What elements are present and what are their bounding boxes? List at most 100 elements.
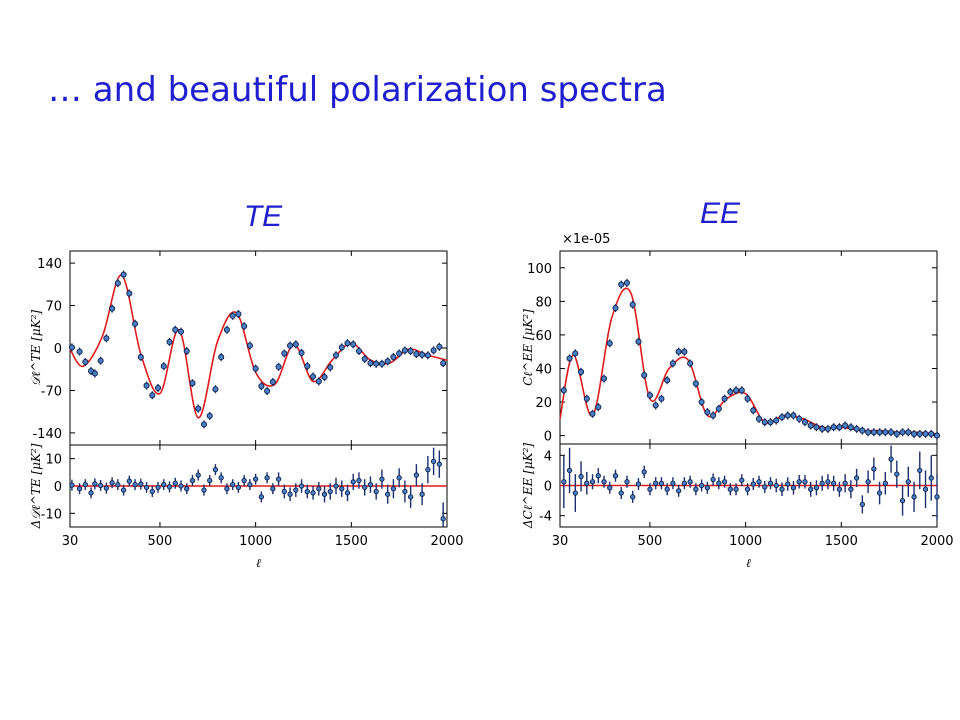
te-residual-point — [258, 494, 265, 500]
ee-x-tick-label: 1500 — [825, 534, 858, 549]
te-data-point — [246, 342, 253, 349]
te-residual-point — [201, 487, 207, 493]
te-residual-point — [218, 475, 224, 481]
ee-x-tick-label: 30 — [552, 534, 569, 549]
te-data-point — [309, 373, 317, 380]
ee-x-tick-label: 2000 — [920, 534, 953, 549]
ee-residual-point — [796, 479, 802, 485]
te-data-point — [298, 349, 305, 356]
ee-residual-point — [641, 469, 647, 475]
te-data-point — [264, 387, 271, 395]
te-data-point — [390, 354, 397, 361]
ee-data-point — [899, 429, 906, 436]
ee-data-point — [715, 405, 722, 412]
ee-data-point — [807, 422, 814, 429]
ee-data-point — [836, 424, 843, 431]
ee-data-point — [675, 348, 682, 355]
ee-residual-point — [825, 479, 831, 485]
te-residual-point — [76, 486, 83, 492]
ee-residual-point — [767, 480, 774, 486]
ee-residual-point — [865, 479, 871, 485]
te-data-point — [281, 350, 288, 357]
te-data-point — [321, 374, 328, 381]
ee-data-point — [606, 340, 613, 347]
ee-data-point — [922, 430, 929, 437]
te-data-point — [241, 323, 248, 330]
ee-x-tick-label: 1000 — [729, 534, 762, 549]
te-data-point — [68, 344, 75, 351]
te-residual-point — [166, 484, 173, 490]
ee-y-axis-label: Cℓ^EE [μK²] — [521, 309, 535, 386]
ee-data-point — [629, 301, 636, 308]
ee-data-point — [646, 392, 653, 399]
te-data-point — [223, 326, 230, 333]
ee-data-point — [721, 395, 728, 402]
te-y-tick-label: 140 — [37, 257, 62, 272]
te-y-tick-label: -140 — [32, 427, 62, 442]
ee-data-point — [882, 429, 889, 436]
ee-residual-point — [607, 485, 613, 491]
ee-data-point — [910, 430, 918, 437]
te-y-tick-label: -70 — [41, 384, 62, 399]
ee-residual-point — [802, 479, 808, 485]
ee-data-point — [933, 432, 941, 439]
te-x-tick-label: 30 — [62, 534, 79, 549]
te-data-point — [258, 383, 265, 390]
ee-residual-point — [601, 479, 607, 485]
ee-residual-point — [572, 490, 578, 496]
ee-data-point — [801, 419, 809, 426]
te-residual-point — [390, 486, 397, 492]
ee-data-point — [750, 407, 757, 414]
te-residual-point — [321, 491, 328, 497]
ee-residual-point — [584, 480, 590, 486]
te-residual-point — [92, 481, 98, 487]
te-residual-point — [126, 478, 132, 484]
ee-residual-point — [853, 475, 860, 481]
te-data-point — [287, 342, 294, 349]
te-residual-point — [120, 487, 127, 493]
te-residual-point — [396, 475, 402, 481]
te-data-point — [413, 351, 420, 358]
ee-data-point — [755, 415, 763, 422]
te-residual-point — [413, 472, 420, 478]
ee-data-point — [664, 377, 671, 384]
ee-data-point — [635, 338, 642, 345]
te-data-point — [91, 370, 98, 377]
te-data-point — [200, 421, 208, 428]
ee-y-tick-label: 40 — [535, 362, 552, 377]
ee-data-point — [710, 412, 717, 419]
ee-residual-point — [831, 480, 837, 486]
ee-y-tick-label: 100 — [527, 262, 552, 277]
te-data-point — [189, 380, 196, 387]
te-data-point — [212, 386, 219, 393]
ee-y-tick-label: 80 — [535, 295, 552, 310]
ee-residual-point — [911, 494, 917, 500]
te-data-point — [235, 310, 242, 318]
ee-residual-point — [819, 480, 825, 486]
ee-residual-y-tick-label: 4 — [544, 449, 552, 464]
ee-data-point — [796, 415, 803, 422]
ee-residual-point — [704, 485, 711, 491]
ee-data-point — [813, 424, 820, 431]
te-residual-point — [115, 481, 121, 488]
te-data-point — [177, 328, 185, 335]
ee-data-point — [658, 395, 665, 402]
ee-data-point — [698, 398, 705, 406]
ee-data-point — [819, 425, 826, 432]
ee-residual-point — [882, 480, 888, 486]
te-data-point — [229, 312, 236, 319]
te-data-point — [373, 360, 380, 367]
te-x-tick-label: 1500 — [335, 534, 368, 549]
te-residual-point — [379, 476, 385, 482]
te-residual-point — [362, 484, 368, 491]
te-residual-point — [310, 490, 316, 496]
ee-residual-point — [762, 484, 768, 490]
te-x-tick-label: 2000 — [430, 534, 463, 549]
te-residual-point — [88, 490, 94, 496]
te-y-axis-label: 𝒟ℓ^TE [μK²] — [29, 310, 43, 386]
te-residual-point — [103, 485, 110, 491]
te-data-point — [149, 392, 156, 399]
ee-data-point — [893, 430, 900, 437]
te-residual-point — [350, 479, 356, 485]
te-data-point — [419, 351, 426, 358]
